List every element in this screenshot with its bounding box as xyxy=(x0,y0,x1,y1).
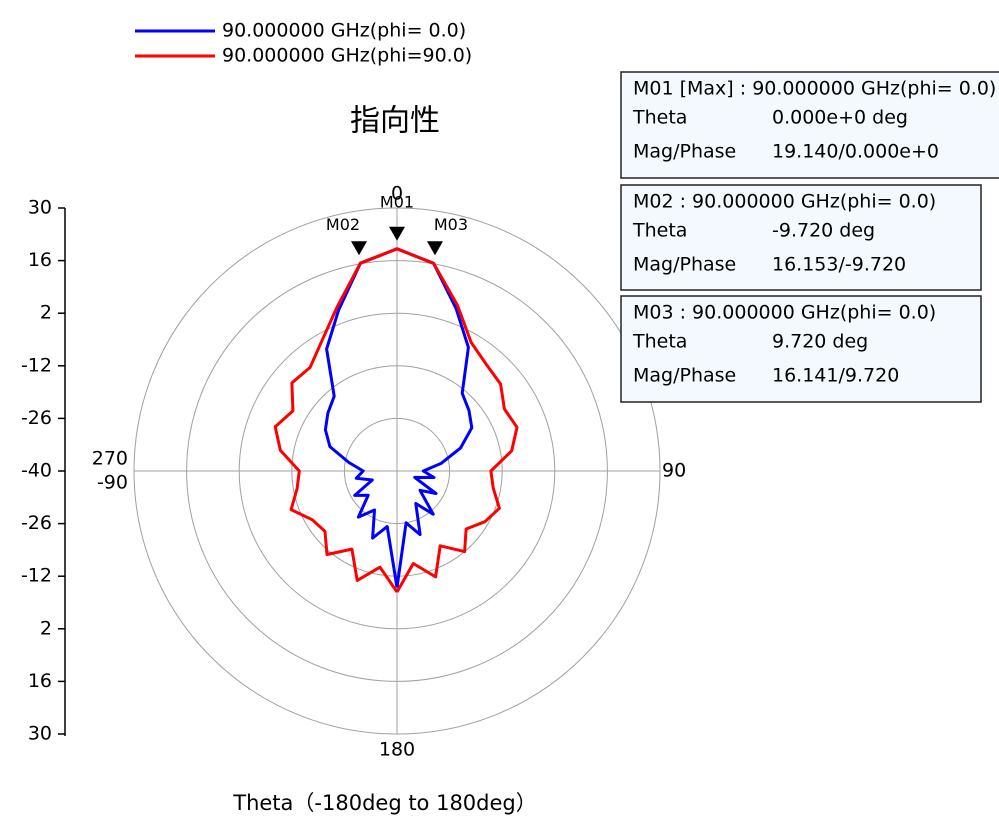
x-axis-label: Theta（-180deg to 180deg） xyxy=(232,791,537,815)
r-tick-label: -12 xyxy=(21,565,52,587)
theta-tick-label: 90 xyxy=(662,460,686,482)
marker-box: M01 [Max] : 90.000000 GHz(phi= 0.0) Theta… xyxy=(620,71,999,179)
marker-row-label: Theta xyxy=(632,220,687,242)
marker-box-frame xyxy=(620,184,982,291)
theta-tick-label: 270 xyxy=(92,448,128,470)
marker-label: M01 xyxy=(380,192,414,211)
theta-tick-label: 0 xyxy=(391,183,403,205)
marker-triangle xyxy=(426,241,443,256)
marker-row-label: Mag/Phase xyxy=(633,254,736,276)
r-tick-label: 16 xyxy=(28,670,52,692)
marker-box: M03 : 90.000000 GHz(phi= 0.0) Theta 9.720 … xyxy=(620,295,982,403)
r-tick-label: -40 xyxy=(21,460,52,482)
marker-row-label: Mag/Phase xyxy=(633,365,736,387)
legend-label: 90.000000 GHz(phi= 0.0) xyxy=(222,20,466,42)
marker-label: M02 xyxy=(326,215,360,234)
r-tick-label: -12 xyxy=(21,354,52,376)
marker-row-label: Mag/Phase xyxy=(633,141,736,163)
marker-row-value: -9.720 deg xyxy=(772,220,875,242)
r-tick-label: 30 xyxy=(28,197,52,219)
marker-row-label: Theta xyxy=(632,331,687,353)
marker-row-value: 19.140/0.000e+0 xyxy=(772,141,939,163)
r-tick-label: -26 xyxy=(21,407,52,429)
pattern-line xyxy=(273,247,519,593)
marker-triangle xyxy=(351,241,368,256)
chart-title: 指向性 xyxy=(350,104,440,139)
theta-tick-label: -90 xyxy=(97,472,128,494)
marker-row-value: 16.153/-9.720 xyxy=(772,254,906,276)
r-tick-label: 2 xyxy=(40,302,52,324)
r-tick-label: 16 xyxy=(28,249,52,271)
marker-row-value: 16.141/9.720 xyxy=(772,365,899,387)
marker-box: M02 : 90.000000 GHz(phi= 0.0) Theta -9.720… xyxy=(620,184,982,291)
legend-label: 90.000000 GHz(phi=90.0) xyxy=(222,45,472,67)
r-tick-label: 2 xyxy=(40,617,52,639)
r-tick-label: 30 xyxy=(28,723,52,745)
marker-row-value: 9.720 deg xyxy=(772,331,868,353)
marker-box-frame xyxy=(620,295,982,403)
marker-label: M03 xyxy=(434,215,468,234)
marker-triangle xyxy=(389,226,405,241)
marker-header: M03 : 90.000000 GHz(phi= 0.0) xyxy=(633,302,936,324)
marker-row-label: Theta xyxy=(632,107,687,129)
r-tick-label: -26 xyxy=(21,512,52,534)
marker-header: M02 : 90.000000 GHz(phi= 0.0) xyxy=(633,191,936,213)
marker-header: M01 [Max] : 90.000000 GHz(phi= 0.0) xyxy=(633,78,996,100)
marker-row-value: 0.000e+0 deg xyxy=(772,107,908,129)
theta-tick-label: 180 xyxy=(379,739,415,761)
marker-box-frame xyxy=(620,71,999,179)
